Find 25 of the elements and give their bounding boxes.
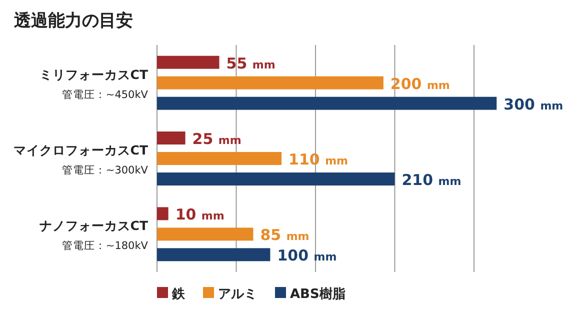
data-label: 210 mm: [402, 171, 462, 189]
legend-label: 鉄: [171, 287, 186, 302]
data-label: 200 mm: [390, 74, 450, 93]
bar: [157, 172, 395, 186]
data-label: 300 mm: [504, 95, 564, 114]
data-label: 110 mm: [288, 150, 348, 168]
bar: [157, 132, 186, 144]
legend-label: ABS樹脂: [290, 287, 346, 302]
bar: [157, 152, 282, 165]
legend-label: アルミ: [218, 287, 257, 302]
data-label: 10 mm: [175, 206, 224, 224]
bar: [157, 56, 220, 69]
bar: [157, 96, 497, 110]
bar: [157, 207, 168, 220]
y-tick-label: ナノフォーカスCT 管電圧：~180kV: [39, 218, 149, 252]
data-label: 100 mm: [277, 246, 337, 265]
chart-title: 透過能力の目安: [13, 11, 133, 31]
data-label: 85 mm: [260, 226, 310, 244]
data-label: 25 mm: [192, 130, 242, 148]
bar: [157, 248, 270, 262]
bar: [157, 76, 384, 90]
data-label: 55 mm: [226, 54, 276, 72]
bar: [157, 228, 254, 241]
y-tick-label: ミリフォーカスCT 管電圧：~450kV: [39, 66, 149, 101]
y-tick-label: マイクロフォーカスCT 管電圧：~300kV: [13, 142, 149, 176]
